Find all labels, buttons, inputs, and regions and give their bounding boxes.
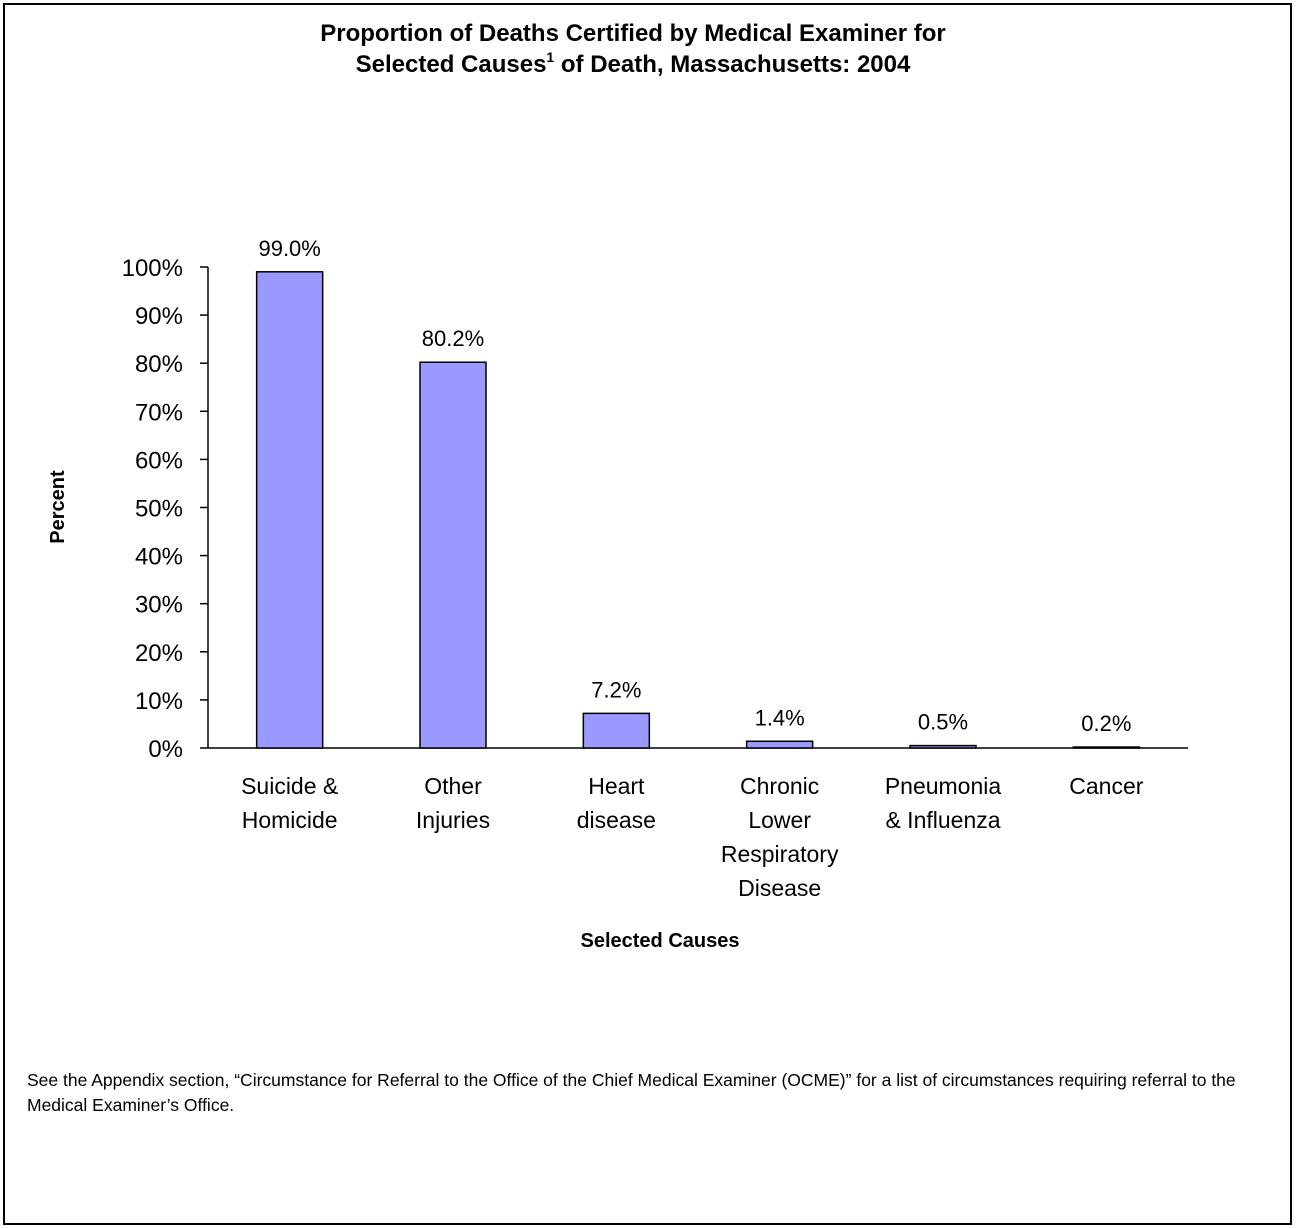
y-tick-label: 0% [148, 736, 183, 763]
chart-title-line-2-start: Selected Causes [355, 51, 547, 78]
chart-title-line-1: Proportion of Deaths Certified by Medica… [320, 20, 946, 47]
x-category-label: Disease [738, 875, 821, 901]
bar [419, 361, 487, 749]
chart-title-line-2-end: of Death, Massachusetts: 2004 [554, 51, 911, 78]
data-label: 80.2% [422, 326, 484, 351]
data-label: 1.4% [755, 705, 805, 730]
x-category-label: Chronic [740, 773, 819, 799]
y-axis-title: Percent [47, 470, 69, 544]
x-category-label: Homicide [242, 807, 338, 833]
x-category-label: Respiratory [721, 841, 839, 867]
x-category-label: Lower [748, 807, 811, 833]
chart-frame [3, 3, 1292, 1225]
x-category-label: Other [424, 773, 482, 799]
data-label: 99.0% [258, 236, 320, 261]
x-category-label: disease [577, 807, 656, 833]
chart-title: Proportion of Deaths Certified by Medica… [0, 18, 1266, 80]
y-tick-label: 90% [135, 303, 183, 330]
x-category-label: Injuries [416, 807, 490, 833]
x-axis-title: Selected Causes [581, 930, 740, 952]
y-tick-label: 80% [135, 351, 183, 378]
data-label: 0.2% [1081, 711, 1131, 736]
y-tick-label: 50% [135, 496, 183, 523]
y-tick-label: 30% [135, 592, 183, 619]
y-tick-label: 60% [135, 447, 183, 474]
x-category-label: Pneumonia [885, 773, 1002, 799]
y-tick-label: 100% [122, 255, 183, 282]
x-category-label: Heart [588, 773, 645, 799]
data-label: 0.5% [918, 710, 968, 735]
bar-chart: 0% 10% 20% 30% 40% 50% 60% 70% 80% 90% 100% 99.0% Su… [47, 236, 1188, 952]
bar [255, 271, 324, 749]
y-tick-label: 70% [135, 399, 183, 426]
x-category-label: Cancer [1069, 773, 1143, 799]
bar [745, 740, 814, 749]
footnote-text: See the Appendix section, “Circumstance … [27, 1070, 1236, 1115]
data-label: 7.2% [591, 677, 641, 702]
y-tick-label: 20% [135, 640, 183, 667]
y-tick-label: 10% [135, 688, 183, 715]
bar [1072, 746, 1141, 749]
x-category-label: & Influenza [885, 807, 1000, 833]
x-category-label: Suicide & [241, 773, 338, 799]
bar [909, 744, 977, 749]
y-tick-label: 40% [135, 544, 183, 571]
chart-title-line-2: Selected Causes1 of Death, Massachusetts… [0, 49, 1266, 80]
bar [582, 712, 651, 749]
footnote-marker: 1 [546, 49, 555, 65]
